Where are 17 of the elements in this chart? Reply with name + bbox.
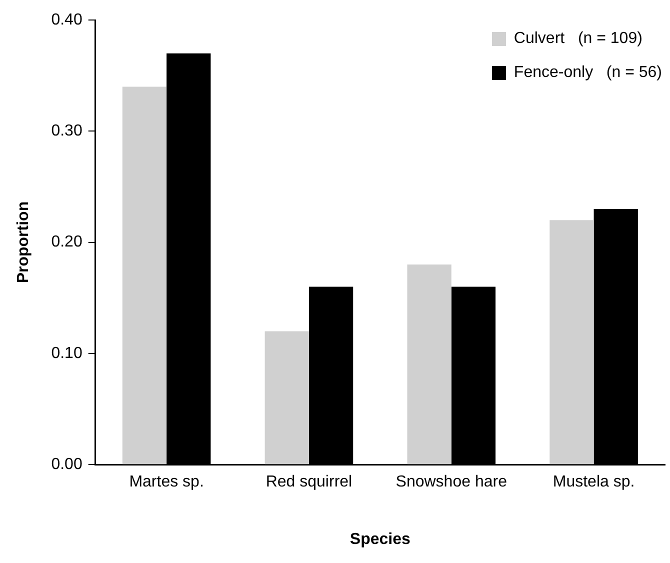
x-tick-label: Mustela sp. [552, 474, 635, 491]
y-tick-label: 0.10 [51, 344, 82, 362]
bar [407, 264, 452, 464]
legend-label: Fence-only (n = 56) [514, 64, 662, 82]
y-tick-label: 0.40 [51, 11, 82, 28]
legend-label: Culvert (n = 109) [514, 30, 642, 48]
bar [122, 86, 167, 464]
bar [264, 331, 309, 464]
y-tick-label: 0.20 [51, 234, 82, 251]
y-axis-title: Proportion [15, 201, 32, 284]
x-tick-label: Snowshoe hare [396, 474, 508, 491]
x-axis-title: Species [350, 530, 411, 548]
y-tick-label: 0.00 [51, 456, 82, 474]
y-tick-label: 0.30 [51, 122, 82, 140]
x-tick-label: Martes sp. [129, 474, 204, 491]
bar [550, 220, 594, 464]
x-tick-label: Red squirrel [266, 474, 352, 491]
